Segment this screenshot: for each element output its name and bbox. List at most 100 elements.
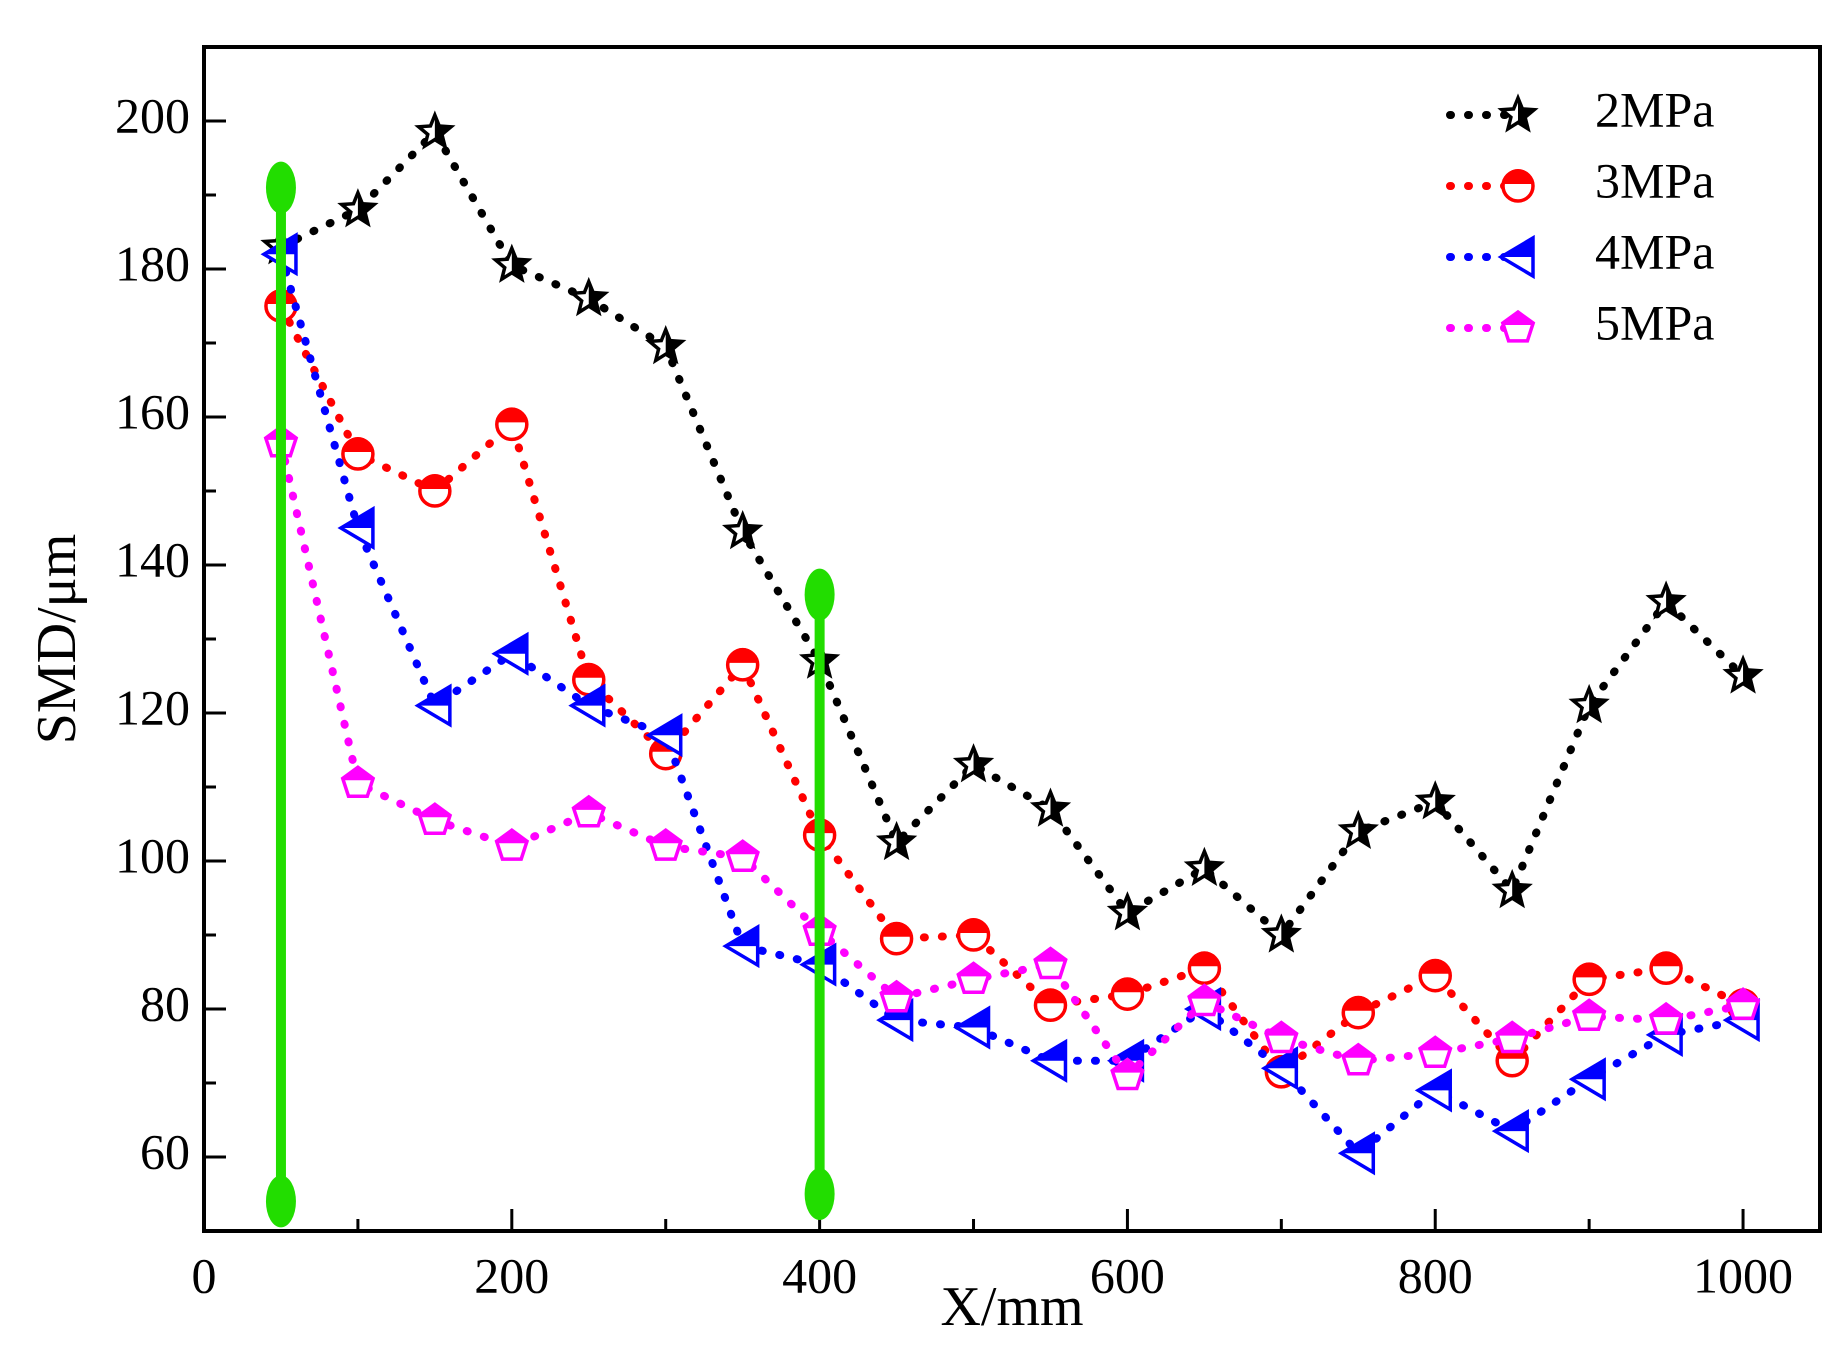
y-tick-label: 60 [140, 1123, 190, 1179]
marker-fill [1495, 1112, 1528, 1132]
y-axis-label: SMD/μm [26, 534, 88, 745]
marker-fill [1574, 962, 1605, 978]
y-tick-label: 140 [115, 531, 190, 587]
marker [1341, 1042, 1376, 1076]
annotation-end [804, 568, 835, 621]
marker-fill [1033, 1041, 1066, 1061]
marker-fill [880, 826, 912, 857]
x-tick-label: 600 [1090, 1247, 1165, 1303]
marker [572, 662, 606, 697]
marker [1033, 988, 1068, 1023]
marker [722, 924, 760, 969]
x-tick-label: 800 [1398, 1247, 1473, 1303]
marker [1260, 1046, 1299, 1091]
marker [1645, 580, 1687, 620]
marker [341, 437, 375, 471]
marker [414, 110, 456, 150]
marker-fill [342, 193, 374, 224]
marker [648, 828, 683, 861]
marker [337, 505, 375, 551]
marker-fill [1502, 98, 1534, 129]
x-tick-label: 400 [782, 1247, 857, 1303]
marker [1494, 1020, 1530, 1054]
y-tick-label: 100 [115, 827, 190, 883]
marker [956, 961, 991, 995]
marker [1501, 169, 1535, 203]
annotation-end [804, 1168, 835, 1220]
marker [725, 839, 760, 872]
marker [1491, 1109, 1529, 1154]
marker [1414, 1068, 1452, 1113]
marker [1571, 998, 1607, 1032]
marker [1187, 951, 1222, 986]
y-tick-label: 120 [115, 679, 190, 735]
marker [956, 918, 991, 952]
marker-fill [1189, 951, 1220, 967]
annotation-end [265, 161, 296, 214]
marker [1649, 951, 1683, 986]
marker [879, 921, 914, 956]
marker [491, 243, 533, 283]
legend-label: 4MPa [1595, 223, 1714, 279]
annotation-end [265, 1175, 296, 1228]
marker [1183, 846, 1226, 887]
marker-fill [419, 115, 451, 146]
marker-fill [958, 918, 989, 933]
marker [1337, 809, 1379, 850]
marker-fill [1503, 169, 1533, 184]
series-line [277, 125, 1747, 941]
marker-fill [1727, 659, 1759, 690]
marker-fill [342, 437, 373, 452]
marker [1110, 977, 1145, 1011]
legend-label: 2MPa [1595, 81, 1714, 137]
marker-fill [648, 716, 681, 736]
x-tick-label: 0 [192, 1247, 217, 1303]
marker [568, 683, 606, 728]
marker [725, 647, 760, 682]
marker [1030, 1038, 1068, 1083]
marker-fill [571, 686, 604, 706]
marker [1337, 1131, 1376, 1176]
marker [491, 631, 529, 676]
x-axis-label: X/mm [940, 1276, 1083, 1338]
marker-fill [417, 686, 450, 706]
marker [1110, 1057, 1145, 1091]
marker [1029, 787, 1072, 827]
marker-fill [1501, 238, 1533, 257]
marker-fill [1343, 995, 1374, 1011]
marker-fill [1265, 918, 1297, 949]
marker-fill [419, 474, 450, 489]
marker [953, 1005, 991, 1050]
marker [1260, 913, 1303, 953]
marker-fill [1188, 851, 1220, 882]
marker-fill [1419, 785, 1451, 816]
x-tick-label: 1000 [1693, 1247, 1793, 1303]
marker [1341, 995, 1376, 1030]
legend-label: 5MPa [1595, 294, 1714, 350]
marker-fill [496, 248, 528, 279]
marker-fill [956, 1008, 989, 1028]
plot-frame [202, 45, 1822, 1233]
marker-fill [1420, 958, 1451, 974]
y-tick-label: 160 [115, 383, 190, 439]
marker [952, 743, 995, 783]
marker [645, 713, 683, 758]
marker-fill [494, 634, 527, 654]
marker-fill [1496, 874, 1528, 905]
marker [1572, 962, 1606, 997]
marker [1491, 868, 1533, 909]
marker [645, 325, 687, 365]
marker-fill [1572, 1060, 1605, 1080]
marker-fill [573, 662, 604, 678]
series-line [277, 250, 1747, 1159]
marker-fill [1111, 896, 1143, 927]
marker-fill [957, 748, 989, 779]
marker [1648, 1001, 1684, 1035]
marker-fill [1651, 951, 1682, 967]
marker-fill [1112, 977, 1143, 993]
marker-fill [1342, 814, 1374, 845]
marker-fill [573, 282, 605, 313]
marker-fill [727, 647, 758, 663]
